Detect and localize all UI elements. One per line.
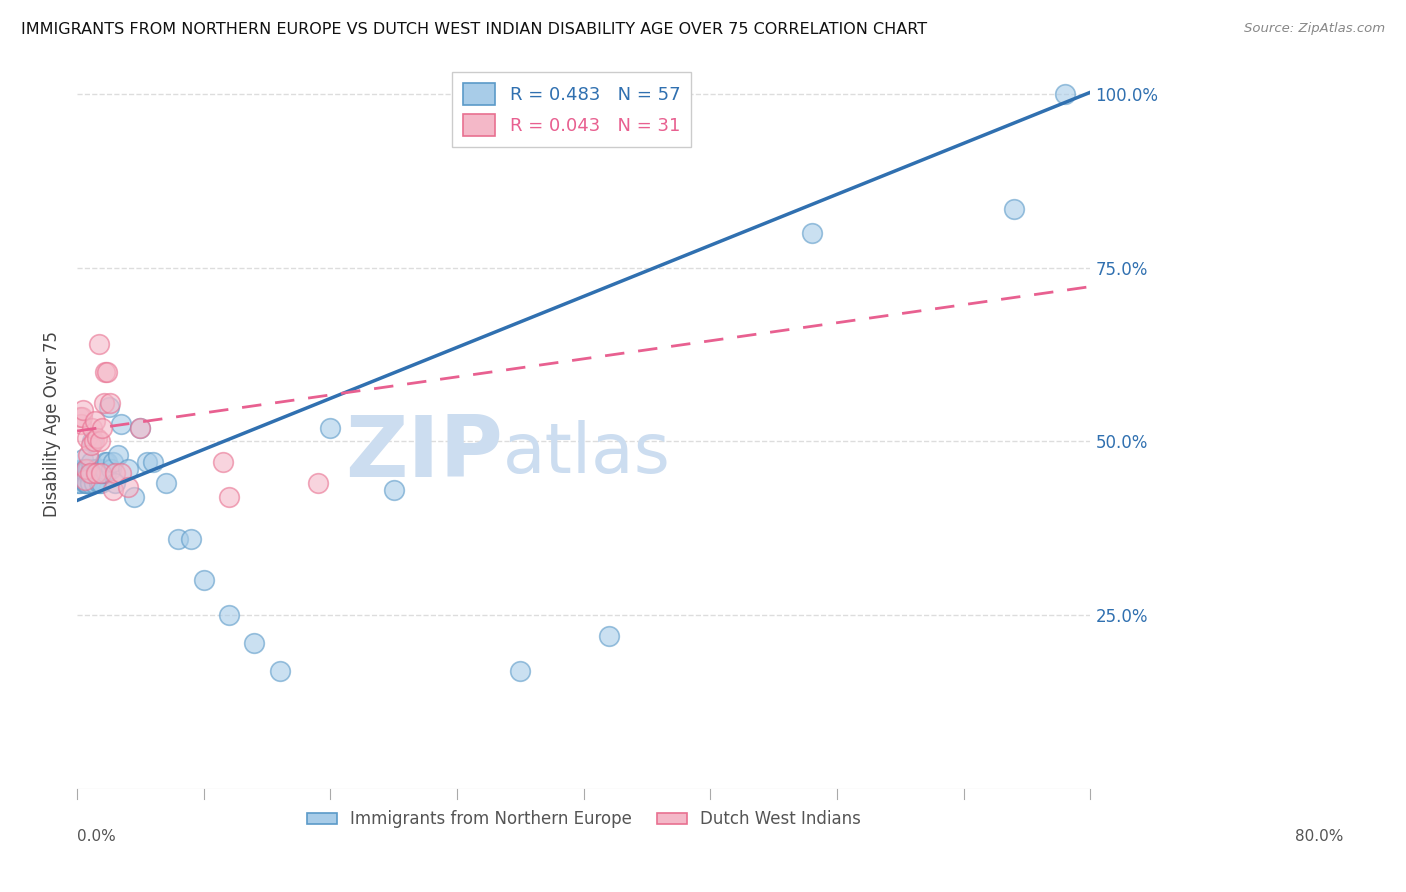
Point xyxy=(94,455,117,469)
Point xyxy=(101,455,124,469)
Point xyxy=(80,462,103,476)
Point xyxy=(73,473,96,487)
Text: 0.0%: 0.0% xyxy=(77,829,115,844)
Point xyxy=(83,414,105,428)
Point xyxy=(180,532,202,546)
Point xyxy=(77,448,100,462)
Point xyxy=(218,607,240,622)
Point xyxy=(70,462,93,476)
Point xyxy=(93,462,115,476)
Y-axis label: Disability Age Over 75: Disability Age Over 75 xyxy=(44,331,60,517)
Point xyxy=(1004,202,1026,216)
Point xyxy=(69,410,91,425)
Text: 80.0%: 80.0% xyxy=(1295,829,1344,844)
Point xyxy=(82,420,104,434)
Point xyxy=(218,490,240,504)
Point xyxy=(110,417,132,431)
Point xyxy=(83,476,105,491)
Legend: Immigrants from Northern Europe, Dutch West Indians: Immigrants from Northern Europe, Dutch W… xyxy=(299,804,868,835)
Point xyxy=(101,483,124,497)
Point xyxy=(72,403,94,417)
Point xyxy=(82,466,104,480)
Point xyxy=(76,462,98,476)
Point xyxy=(77,462,100,476)
Point xyxy=(90,466,112,480)
Point xyxy=(319,420,342,434)
Point xyxy=(83,466,105,480)
Point xyxy=(70,417,93,431)
Point xyxy=(269,664,291,678)
Point xyxy=(1054,87,1077,102)
Point xyxy=(73,476,96,491)
Point xyxy=(76,431,98,445)
Point xyxy=(155,476,177,491)
Point xyxy=(97,400,120,414)
Point xyxy=(75,466,97,480)
Point xyxy=(87,476,110,491)
Point xyxy=(86,431,108,445)
Point xyxy=(307,476,329,491)
Point xyxy=(75,462,97,476)
Point xyxy=(117,479,139,493)
Point xyxy=(129,420,152,434)
Point xyxy=(96,466,118,480)
Point xyxy=(104,476,127,491)
Point xyxy=(110,466,132,480)
Point xyxy=(73,462,96,476)
Point xyxy=(89,466,111,480)
Point xyxy=(83,434,105,449)
Point xyxy=(800,226,823,240)
Point xyxy=(89,434,111,449)
Point xyxy=(598,629,620,643)
Point xyxy=(122,490,145,504)
Point xyxy=(142,455,165,469)
Point xyxy=(77,466,100,480)
Point xyxy=(96,455,118,469)
Point xyxy=(72,451,94,466)
Point xyxy=(98,396,121,410)
Point xyxy=(72,466,94,480)
Point xyxy=(80,455,103,469)
Point xyxy=(91,420,114,434)
Point xyxy=(76,476,98,491)
Text: atlas: atlas xyxy=(503,420,671,487)
Point xyxy=(79,476,101,491)
Text: IMMIGRANTS FROM NORTHERN EUROPE VS DUTCH WEST INDIAN DISABILITY AGE OVER 75 CORR: IMMIGRANTS FROM NORTHERN EUROPE VS DUTCH… xyxy=(21,22,927,37)
Point xyxy=(243,636,266,650)
Point xyxy=(80,438,103,452)
Point xyxy=(193,574,215,588)
Point xyxy=(94,365,117,379)
Point xyxy=(135,455,157,469)
Point xyxy=(79,466,101,480)
Point xyxy=(90,476,112,491)
Point xyxy=(70,410,93,425)
Point xyxy=(87,337,110,351)
Text: Source: ZipAtlas.com: Source: ZipAtlas.com xyxy=(1244,22,1385,36)
Point xyxy=(107,448,129,462)
Point xyxy=(100,462,122,476)
Point xyxy=(82,434,104,449)
Point xyxy=(67,476,90,491)
Point xyxy=(167,532,190,546)
Text: ZIP: ZIP xyxy=(344,412,503,495)
Point xyxy=(96,365,118,379)
Point xyxy=(509,664,531,678)
Point xyxy=(70,466,93,480)
Point xyxy=(86,466,108,480)
Point xyxy=(382,483,405,497)
Point xyxy=(75,476,97,491)
Point xyxy=(211,455,233,469)
Point xyxy=(104,466,127,480)
Point xyxy=(84,466,107,480)
Point xyxy=(79,466,101,480)
Point xyxy=(84,462,107,476)
Point xyxy=(129,420,152,434)
Point xyxy=(69,476,91,491)
Point xyxy=(91,466,114,480)
Point xyxy=(117,462,139,476)
Point xyxy=(93,396,115,410)
